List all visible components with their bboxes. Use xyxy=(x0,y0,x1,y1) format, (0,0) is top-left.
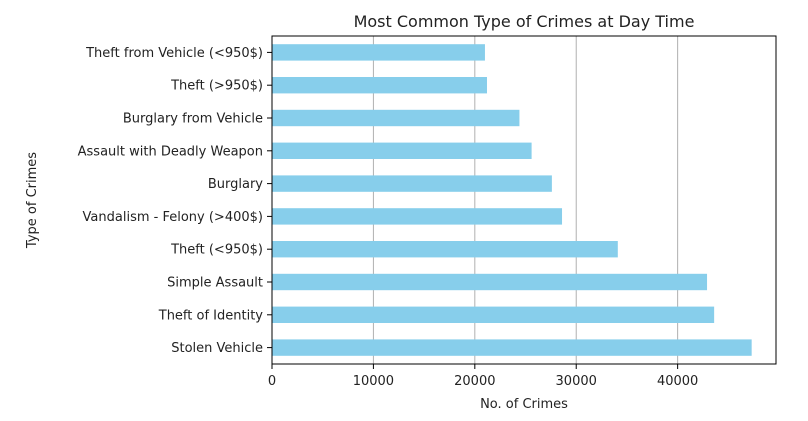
bars xyxy=(272,44,752,356)
bar xyxy=(272,142,532,159)
y-tick-label: Simple Assault xyxy=(167,276,263,291)
y-tick-label: Burglary xyxy=(208,177,263,192)
x-tick-labels: 0 10000 20000 30000 40000 xyxy=(268,364,698,389)
bar xyxy=(272,208,563,225)
y-tick-label: Vandalism - Felony (>400$) xyxy=(83,210,263,225)
bar xyxy=(272,77,487,94)
y-tick-label: Assault with Deadly Weapon xyxy=(78,144,263,159)
bar xyxy=(272,273,708,291)
x-tick-label: 10000 xyxy=(353,374,394,389)
x-tick-label: 0 xyxy=(268,374,276,389)
bar xyxy=(272,306,715,323)
x-axis-label: No. of Crimes xyxy=(480,397,568,412)
x-tick-label: 30000 xyxy=(556,374,597,389)
bar xyxy=(272,44,485,61)
x-tick-label: 40000 xyxy=(657,374,698,389)
bar xyxy=(272,109,520,127)
x-tick-label: 20000 xyxy=(454,374,495,389)
chart-title: Most Common Type of Crimes at Day Time xyxy=(354,12,695,31)
y-tick-label: Stolen Vehicle xyxy=(171,341,263,356)
y-tick-label: Theft from Vehicle (<950$) xyxy=(85,46,263,61)
bar xyxy=(272,175,552,192)
bar xyxy=(272,241,618,258)
plot-frame xyxy=(271,35,777,365)
y-axis-label: Type of Crimes xyxy=(25,152,40,249)
y-tick-label: Burglary from Vehicle xyxy=(123,112,263,127)
y-tick-labels: Stolen Vehicle Theft of Identity Simple As… xyxy=(78,46,272,356)
y-tick-label: Theft (<950$) xyxy=(170,243,263,258)
y-tick-label: Theft of Identity xyxy=(158,308,264,323)
bar xyxy=(272,339,752,356)
y-tick-label: Theft (>950$) xyxy=(170,79,263,94)
